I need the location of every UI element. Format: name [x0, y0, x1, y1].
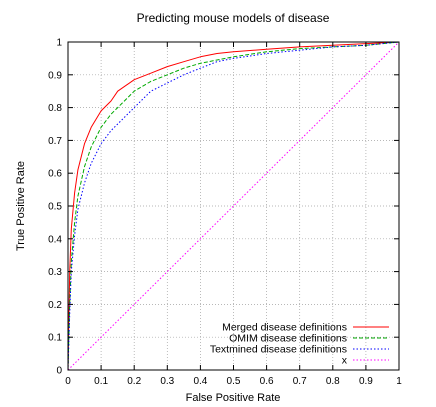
- y-axis-label: True Positive Rate: [15, 161, 27, 251]
- y-tick-label: 0: [56, 366, 62, 377]
- x-tick-label: 0: [65, 376, 71, 387]
- y-tick-label: 0.6: [48, 169, 62, 180]
- x-tick-label: 0.1: [94, 376, 108, 387]
- y-tick-label: 0.5: [48, 202, 62, 213]
- y-tick-label: 0.3: [48, 267, 62, 278]
- legend-label-4: x: [342, 355, 348, 367]
- x-tick-label: 0.2: [127, 376, 141, 387]
- legend-label-1: Merged disease definitions: [222, 322, 347, 334]
- series-line-2: [67, 41, 400, 371]
- x-tick-label: 0.3: [160, 376, 174, 387]
- series-group: [67, 41, 400, 371]
- y-tick-label: 0.1: [48, 333, 62, 344]
- series-line-1: [67, 41, 400, 371]
- x-tick-label: 0.8: [326, 376, 340, 387]
- legend-label-2: OMIM disease definitions: [229, 333, 347, 345]
- x-tick-labels: 0 0.1 0.2 0.3 0.4 0.5 0.6 0.7 0.8 0.9 1: [65, 376, 402, 387]
- x-tick-label: 0.5: [227, 376, 241, 387]
- x-tick-label: 0.7: [293, 376, 307, 387]
- series-line-3: [67, 41, 400, 371]
- y-tick-label: 0.9: [48, 70, 62, 81]
- axis-ticks: [67, 41, 400, 371]
- x-tick-label: 0.6: [260, 376, 274, 387]
- x-tick-label: 1: [396, 376, 402, 387]
- x-axis-label: False Positive Rate: [186, 392, 281, 404]
- y-tick-label: 1: [56, 38, 62, 49]
- x-tick-label: 0.9: [359, 376, 373, 387]
- grid-lines: [68, 42, 399, 370]
- series-line-4: [67, 41, 400, 371]
- legend-label-3: Textmined disease definitions: [210, 344, 347, 356]
- chart-title: Predicting mouse models of disease: [137, 11, 330, 25]
- x-tick-label: 0.4: [193, 376, 207, 387]
- y-tick-label: 0.8: [48, 103, 62, 114]
- y-tick-label: 0.4: [48, 234, 62, 245]
- y-tick-labels: 0 0.1 0.2 0.3 0.4 0.5 0.6 0.7 0.8 0.9 1: [48, 38, 62, 377]
- y-tick-label: 0.7: [48, 136, 62, 147]
- y-tick-label: 0.2: [48, 300, 62, 311]
